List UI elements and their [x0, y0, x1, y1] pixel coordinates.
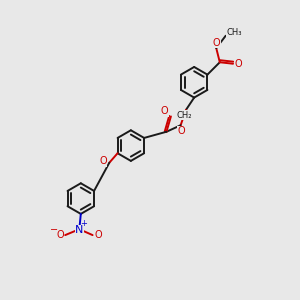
Text: −: −	[50, 225, 58, 235]
Text: O: O	[94, 230, 102, 240]
Text: O: O	[99, 156, 107, 166]
Text: +: +	[80, 219, 87, 228]
Text: O: O	[177, 126, 185, 136]
Text: CH₃: CH₃	[226, 28, 242, 37]
Text: O: O	[160, 106, 168, 116]
Text: O: O	[212, 38, 220, 48]
Text: CH₂: CH₂	[177, 111, 192, 120]
Text: O: O	[235, 59, 242, 69]
Text: N: N	[75, 225, 83, 235]
Text: O: O	[56, 230, 64, 240]
